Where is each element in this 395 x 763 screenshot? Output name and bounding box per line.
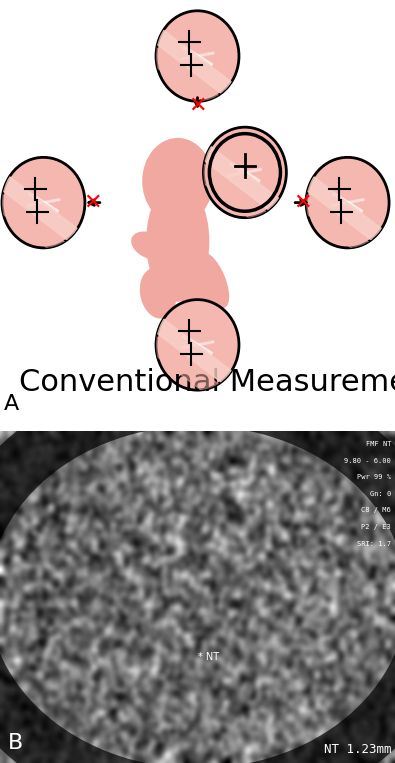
Text: SRI: 1.7: SRI: 1.7 bbox=[357, 541, 391, 546]
Polygon shape bbox=[305, 177, 382, 242]
Circle shape bbox=[156, 11, 239, 101]
Polygon shape bbox=[333, 192, 363, 213]
Circle shape bbox=[306, 157, 389, 248]
Polygon shape bbox=[145, 334, 222, 399]
Polygon shape bbox=[182, 46, 213, 66]
Text: C8 / M6: C8 / M6 bbox=[361, 507, 391, 513]
Polygon shape bbox=[295, 192, 372, 257]
Text: ✕: ✕ bbox=[188, 95, 207, 116]
Text: B: B bbox=[8, 733, 23, 753]
Polygon shape bbox=[181, 341, 214, 349]
Ellipse shape bbox=[140, 268, 176, 319]
Text: P2 / E3: P2 / E3 bbox=[361, 524, 391, 530]
Ellipse shape bbox=[198, 253, 229, 308]
Ellipse shape bbox=[182, 280, 213, 324]
Ellipse shape bbox=[131, 231, 169, 260]
Polygon shape bbox=[1, 177, 77, 242]
Text: Gn: 0: Gn: 0 bbox=[370, 491, 391, 497]
Polygon shape bbox=[27, 198, 60, 207]
Polygon shape bbox=[331, 198, 364, 207]
Text: ✕: ✕ bbox=[293, 192, 312, 213]
Text: ✕: ✕ bbox=[83, 192, 102, 213]
Circle shape bbox=[203, 127, 286, 217]
Polygon shape bbox=[0, 192, 68, 257]
Text: A: A bbox=[4, 394, 19, 414]
Polygon shape bbox=[145, 46, 222, 111]
Polygon shape bbox=[28, 192, 58, 213]
Text: * NT: * NT bbox=[198, 652, 218, 662]
Polygon shape bbox=[181, 52, 214, 60]
Polygon shape bbox=[193, 162, 269, 227]
Ellipse shape bbox=[146, 181, 209, 301]
Polygon shape bbox=[182, 335, 213, 355]
Text: NT 1.23mm: NT 1.23mm bbox=[324, 743, 391, 756]
Circle shape bbox=[2, 157, 85, 248]
Polygon shape bbox=[155, 319, 231, 384]
Polygon shape bbox=[228, 169, 261, 176]
Polygon shape bbox=[230, 163, 260, 182]
Circle shape bbox=[156, 300, 239, 390]
Polygon shape bbox=[155, 30, 231, 95]
Ellipse shape bbox=[142, 138, 213, 224]
Polygon shape bbox=[203, 146, 279, 211]
Text: Conventional Measurement: Conventional Measurement bbox=[19, 368, 395, 397]
Text: FMF NT: FMF NT bbox=[365, 441, 391, 447]
Text: Pwr 99 %: Pwr 99 % bbox=[357, 475, 391, 480]
Text: 9.80 - 6.00: 9.80 - 6.00 bbox=[344, 458, 391, 464]
